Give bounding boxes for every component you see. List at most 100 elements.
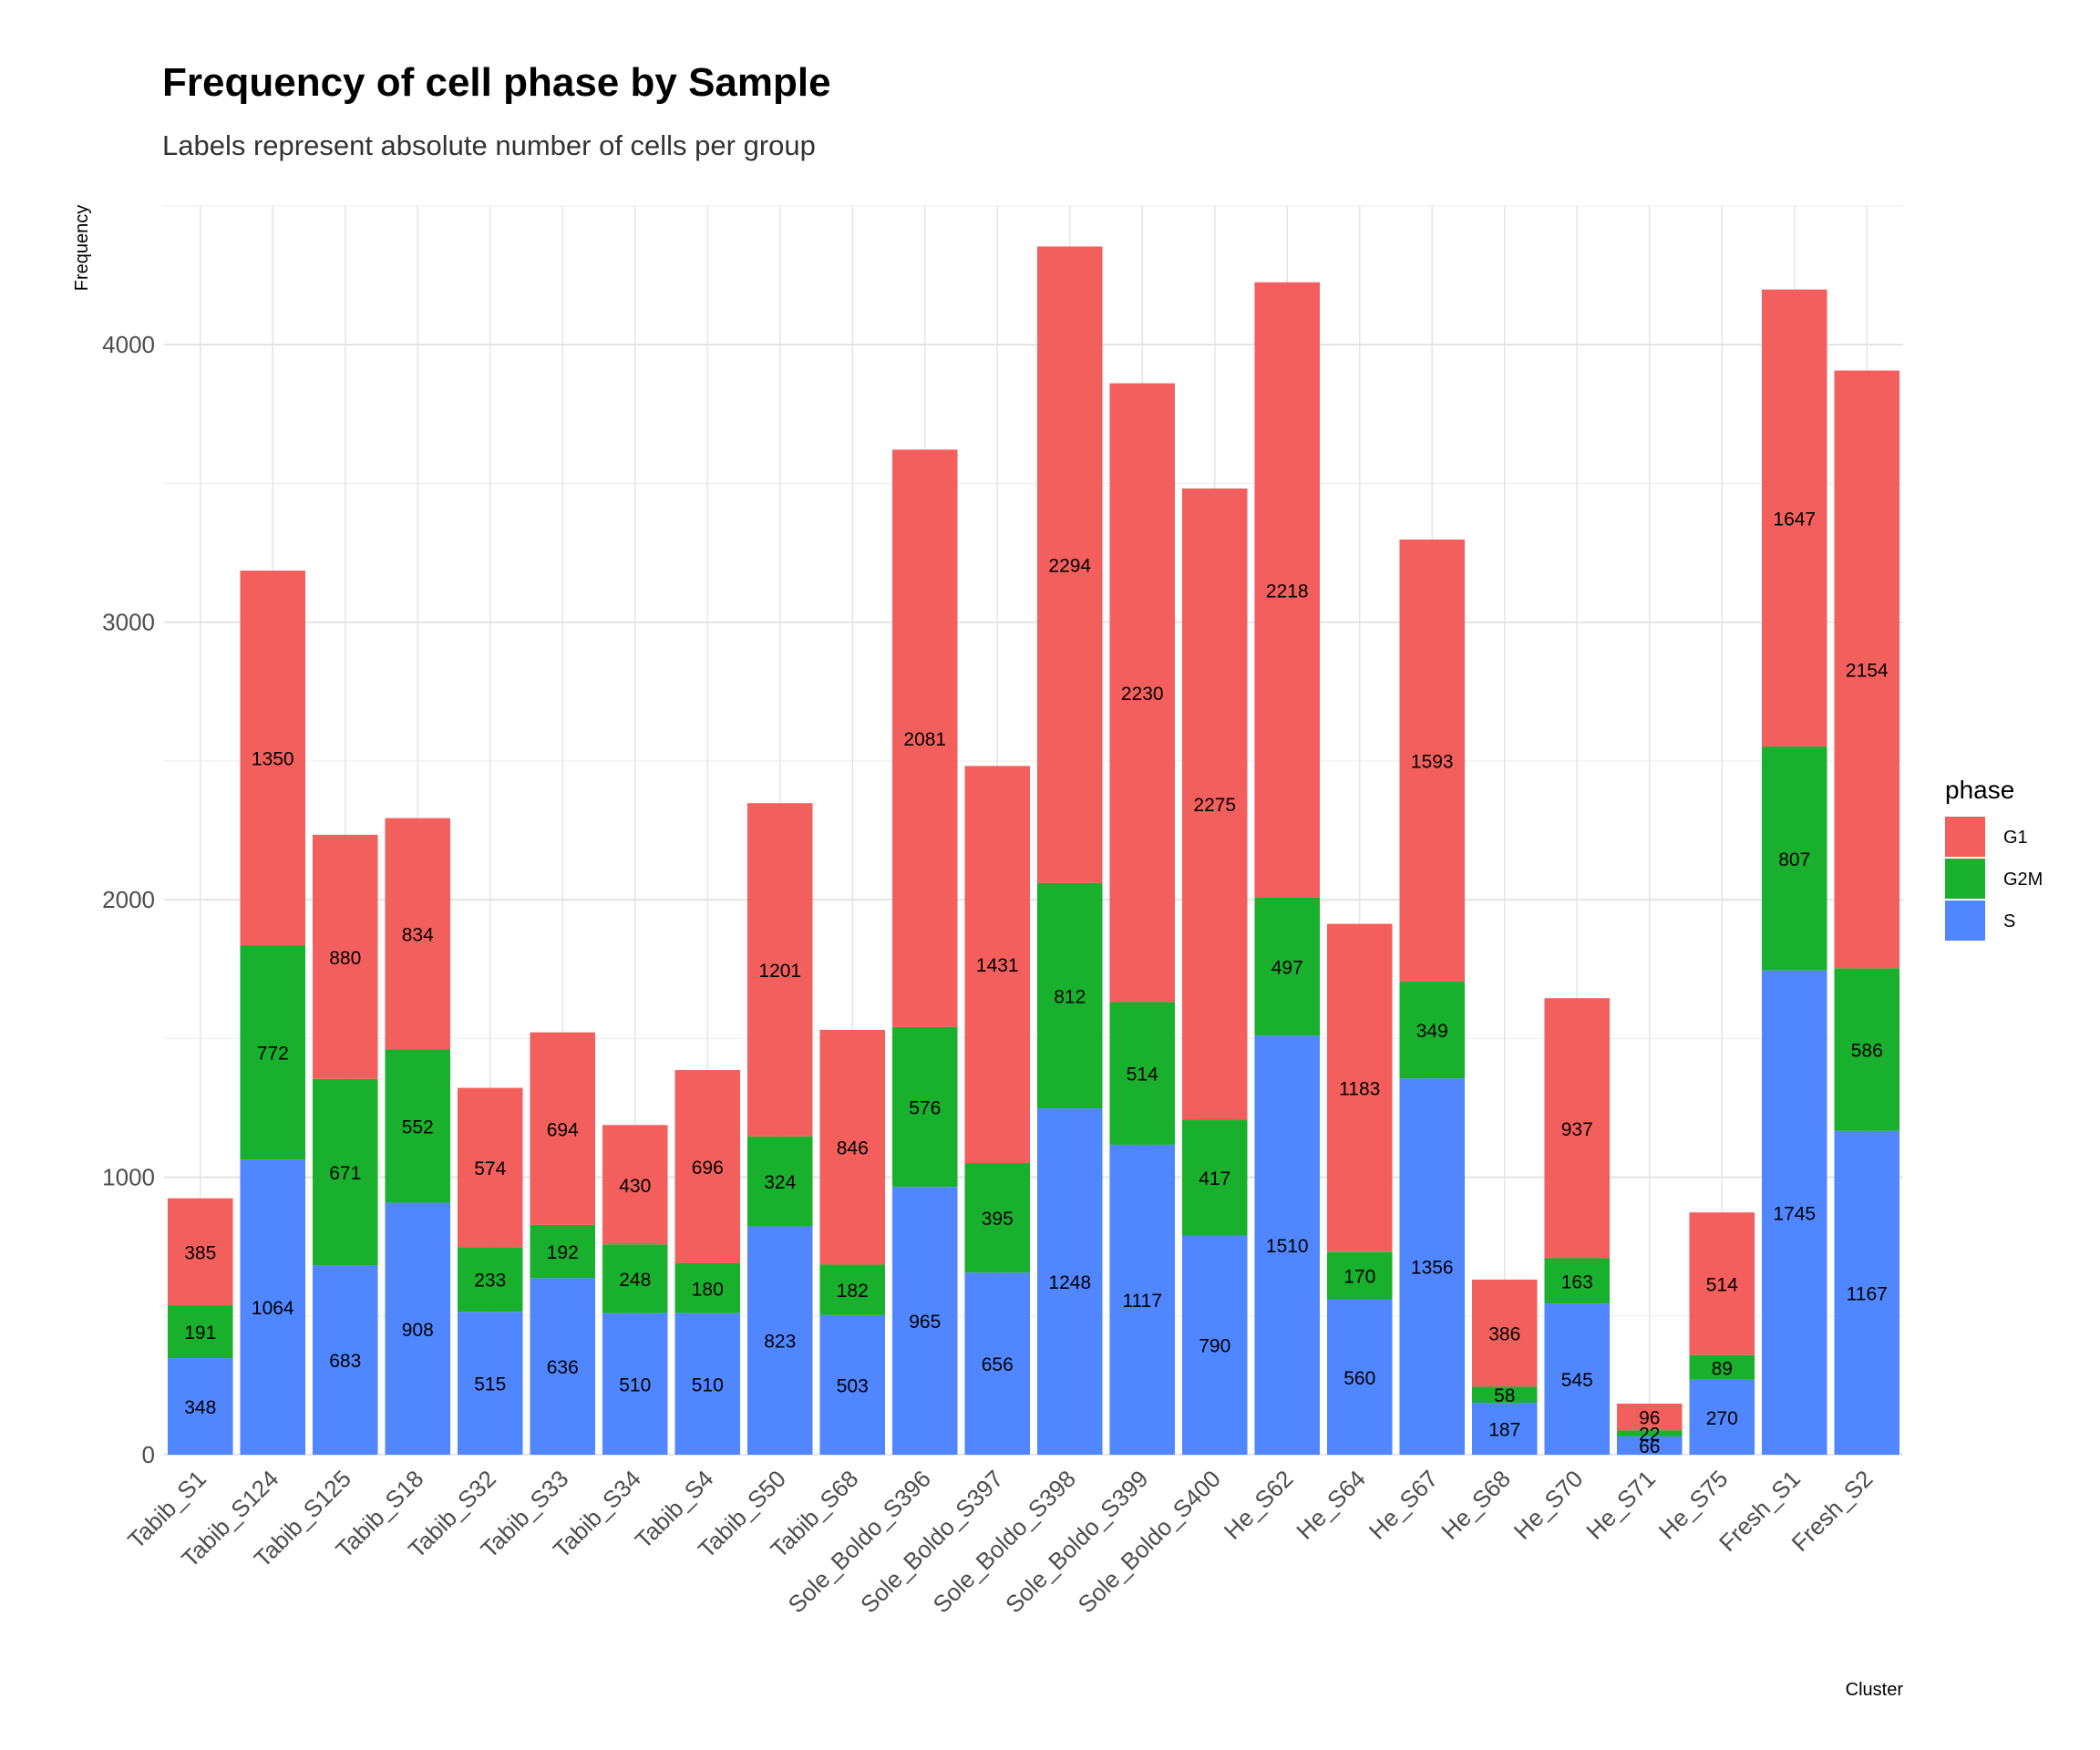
- bar-g2m-he_s68: [1471, 1386, 1538, 1404]
- chart-subtitle: Labels represent absolute number of cell…: [162, 129, 816, 161]
- bar-value-label: 348: [184, 1397, 216, 1418]
- bar-value-label: 683: [329, 1351, 361, 1372]
- bar-s-tabib_s1: [167, 1358, 233, 1455]
- bar-g2m-sole_boldo_s399: [1109, 1002, 1176, 1145]
- bar-value-label: 248: [619, 1270, 651, 1291]
- x-tick-label: He_S71: [1580, 1465, 1661, 1545]
- bar-g1-sole_boldo_s400: [1181, 488, 1248, 1120]
- bar-g2m-tabib_s4: [674, 1262, 741, 1313]
- bar-value-label: 696: [692, 1158, 724, 1179]
- bar-s-fresh_s2: [1834, 1130, 1900, 1455]
- bar-g1-fresh_s1: [1761, 289, 1827, 747]
- bar-g2m-sole_boldo_s400: [1181, 1119, 1248, 1236]
- x-tick-label: He_S62: [1219, 1465, 1299, 1545]
- bar-value-label: 349: [1416, 1021, 1448, 1042]
- bar-value-label: 574: [474, 1158, 506, 1179]
- bar-value-label: 2230: [1121, 684, 1164, 705]
- bar-value-label: 2275: [1193, 795, 1236, 816]
- bar-value-label: 671: [329, 1163, 361, 1184]
- bar-s-fresh_s1: [1761, 970, 1827, 1455]
- bar-value-label: 545: [1561, 1370, 1593, 1391]
- bar-s-he_s64: [1326, 1299, 1393, 1455]
- bar-g1-he_s62: [1254, 282, 1321, 898]
- bar-value-label: 1356: [1411, 1258, 1454, 1279]
- bar-s-tabib_s125: [312, 1265, 378, 1455]
- bar-value-label: 180: [692, 1279, 724, 1300]
- bar-g1-tabib_s32: [457, 1087, 523, 1248]
- bar-s-tabib_s34: [602, 1312, 668, 1455]
- y-axis-title: Frequency: [72, 205, 92, 292]
- bar-value-label: 515: [474, 1374, 506, 1395]
- bar-g2m-tabib_s34: [602, 1244, 668, 1313]
- bar-s-tabib_s50: [746, 1226, 813, 1455]
- bar-value-label: 1350: [252, 749, 294, 770]
- bar-g1-he_s64: [1326, 923, 1393, 1252]
- bar-value-label: 834: [402, 925, 434, 946]
- bar-value-label: 552: [402, 1117, 434, 1138]
- legend-swatch-g2m: [1945, 859, 1985, 899]
- bar-g2m-tabib_s68: [819, 1264, 886, 1315]
- bar-g1-tabib_s34: [602, 1125, 668, 1245]
- bar-s-he_s68: [1471, 1403, 1538, 1455]
- bar-g1-he_s67: [1399, 539, 1466, 982]
- bar-value-label: 1167: [1847, 1283, 1888, 1304]
- bar-g2m-tabib_s32: [457, 1247, 523, 1312]
- bar-labels: 348 191 385 1064 772 1350 683 671 880 908 552 834 51…: [184, 509, 1889, 1457]
- bar-g2m-tabib_s18: [385, 1049, 451, 1203]
- bar-value-label: 324: [764, 1172, 796, 1193]
- bar-value-label: 417: [1199, 1168, 1230, 1189]
- chart-title: Frequency of cell phase by Sample: [162, 60, 831, 105]
- bar-s-sole_boldo_s397: [964, 1272, 1031, 1455]
- bar-s-he_s75: [1689, 1379, 1755, 1455]
- bar-g1-sole_boldo_s397: [964, 766, 1031, 1164]
- bar-g2m-tabib_s50: [746, 1136, 813, 1227]
- bar-s-tabib_s124: [240, 1159, 306, 1455]
- bar-value-label: 586: [1851, 1041, 1883, 1062]
- bar-value-label: 1431: [976, 955, 1019, 976]
- bar-g1-sole_boldo_s399: [1109, 383, 1176, 1003]
- bar-s-tabib_s32: [457, 1312, 523, 1455]
- bar-value-label: 58: [1494, 1385, 1515, 1406]
- bar-s-tabib_s18: [385, 1202, 451, 1455]
- bar-value-label: 1745: [1773, 1203, 1816, 1224]
- x-tick-label: He_S64: [1291, 1465, 1371, 1545]
- bar-value-label: 233: [474, 1271, 506, 1292]
- bar-s-he_s67: [1399, 1078, 1466, 1455]
- bar-value-label: 89: [1712, 1358, 1733, 1379]
- x-tick-label: He_S70: [1508, 1465, 1589, 1545]
- bar-s-sole_boldo_s398: [1036, 1108, 1103, 1455]
- bar-value-label: 656: [982, 1354, 1014, 1375]
- bar-value-label: 386: [1488, 1324, 1520, 1345]
- bar-g1-tabib_s68: [819, 1029, 886, 1265]
- bar-value-label: 187: [1488, 1420, 1520, 1441]
- y-tick-label: 4000: [102, 331, 155, 358]
- bar-value-label: 1064: [252, 1298, 294, 1319]
- bar-g1-he_s70: [1544, 998, 1611, 1259]
- bar-value-label: 846: [837, 1138, 869, 1159]
- bar-value-label: 182: [837, 1281, 869, 1302]
- bar-value-label: 497: [1271, 958, 1303, 979]
- y-tick-label: 2000: [102, 886, 155, 913]
- bar-value-label: 2154: [1846, 660, 1889, 681]
- bar-value-label: 191: [184, 1323, 216, 1343]
- bar-value-label: 192: [547, 1242, 579, 1263]
- bar-value-label: 395: [982, 1209, 1014, 1230]
- bar-s-tabib_s33: [530, 1278, 596, 1455]
- legend-swatch-s: [1945, 901, 1985, 941]
- bar-value-label: 908: [402, 1320, 434, 1341]
- bar-s-he_s70: [1544, 1303, 1611, 1455]
- bar-g1-tabib_s4: [674, 1070, 741, 1263]
- bar-value-label: 694: [547, 1119, 579, 1140]
- bar-value-label: 1647: [1773, 509, 1816, 530]
- bar-value-label: 514: [1706, 1274, 1738, 1295]
- bar-value-label: 636: [547, 1357, 579, 1378]
- bar-g1-he_s68: [1471, 1279, 1538, 1387]
- bar-g1-he_s75: [1689, 1212, 1755, 1355]
- y-tick-label: 3000: [102, 609, 155, 636]
- bar-g1-sole_boldo_s398: [1036, 246, 1103, 883]
- bar-s-sole_boldo_s400: [1181, 1235, 1248, 1455]
- bar-g1-tabib_s50: [746, 803, 813, 1137]
- bar-value-label: 965: [909, 1312, 941, 1333]
- bar-value-label: 807: [1778, 849, 1810, 870]
- bar-g2m-tabib_s125: [312, 1078, 378, 1266]
